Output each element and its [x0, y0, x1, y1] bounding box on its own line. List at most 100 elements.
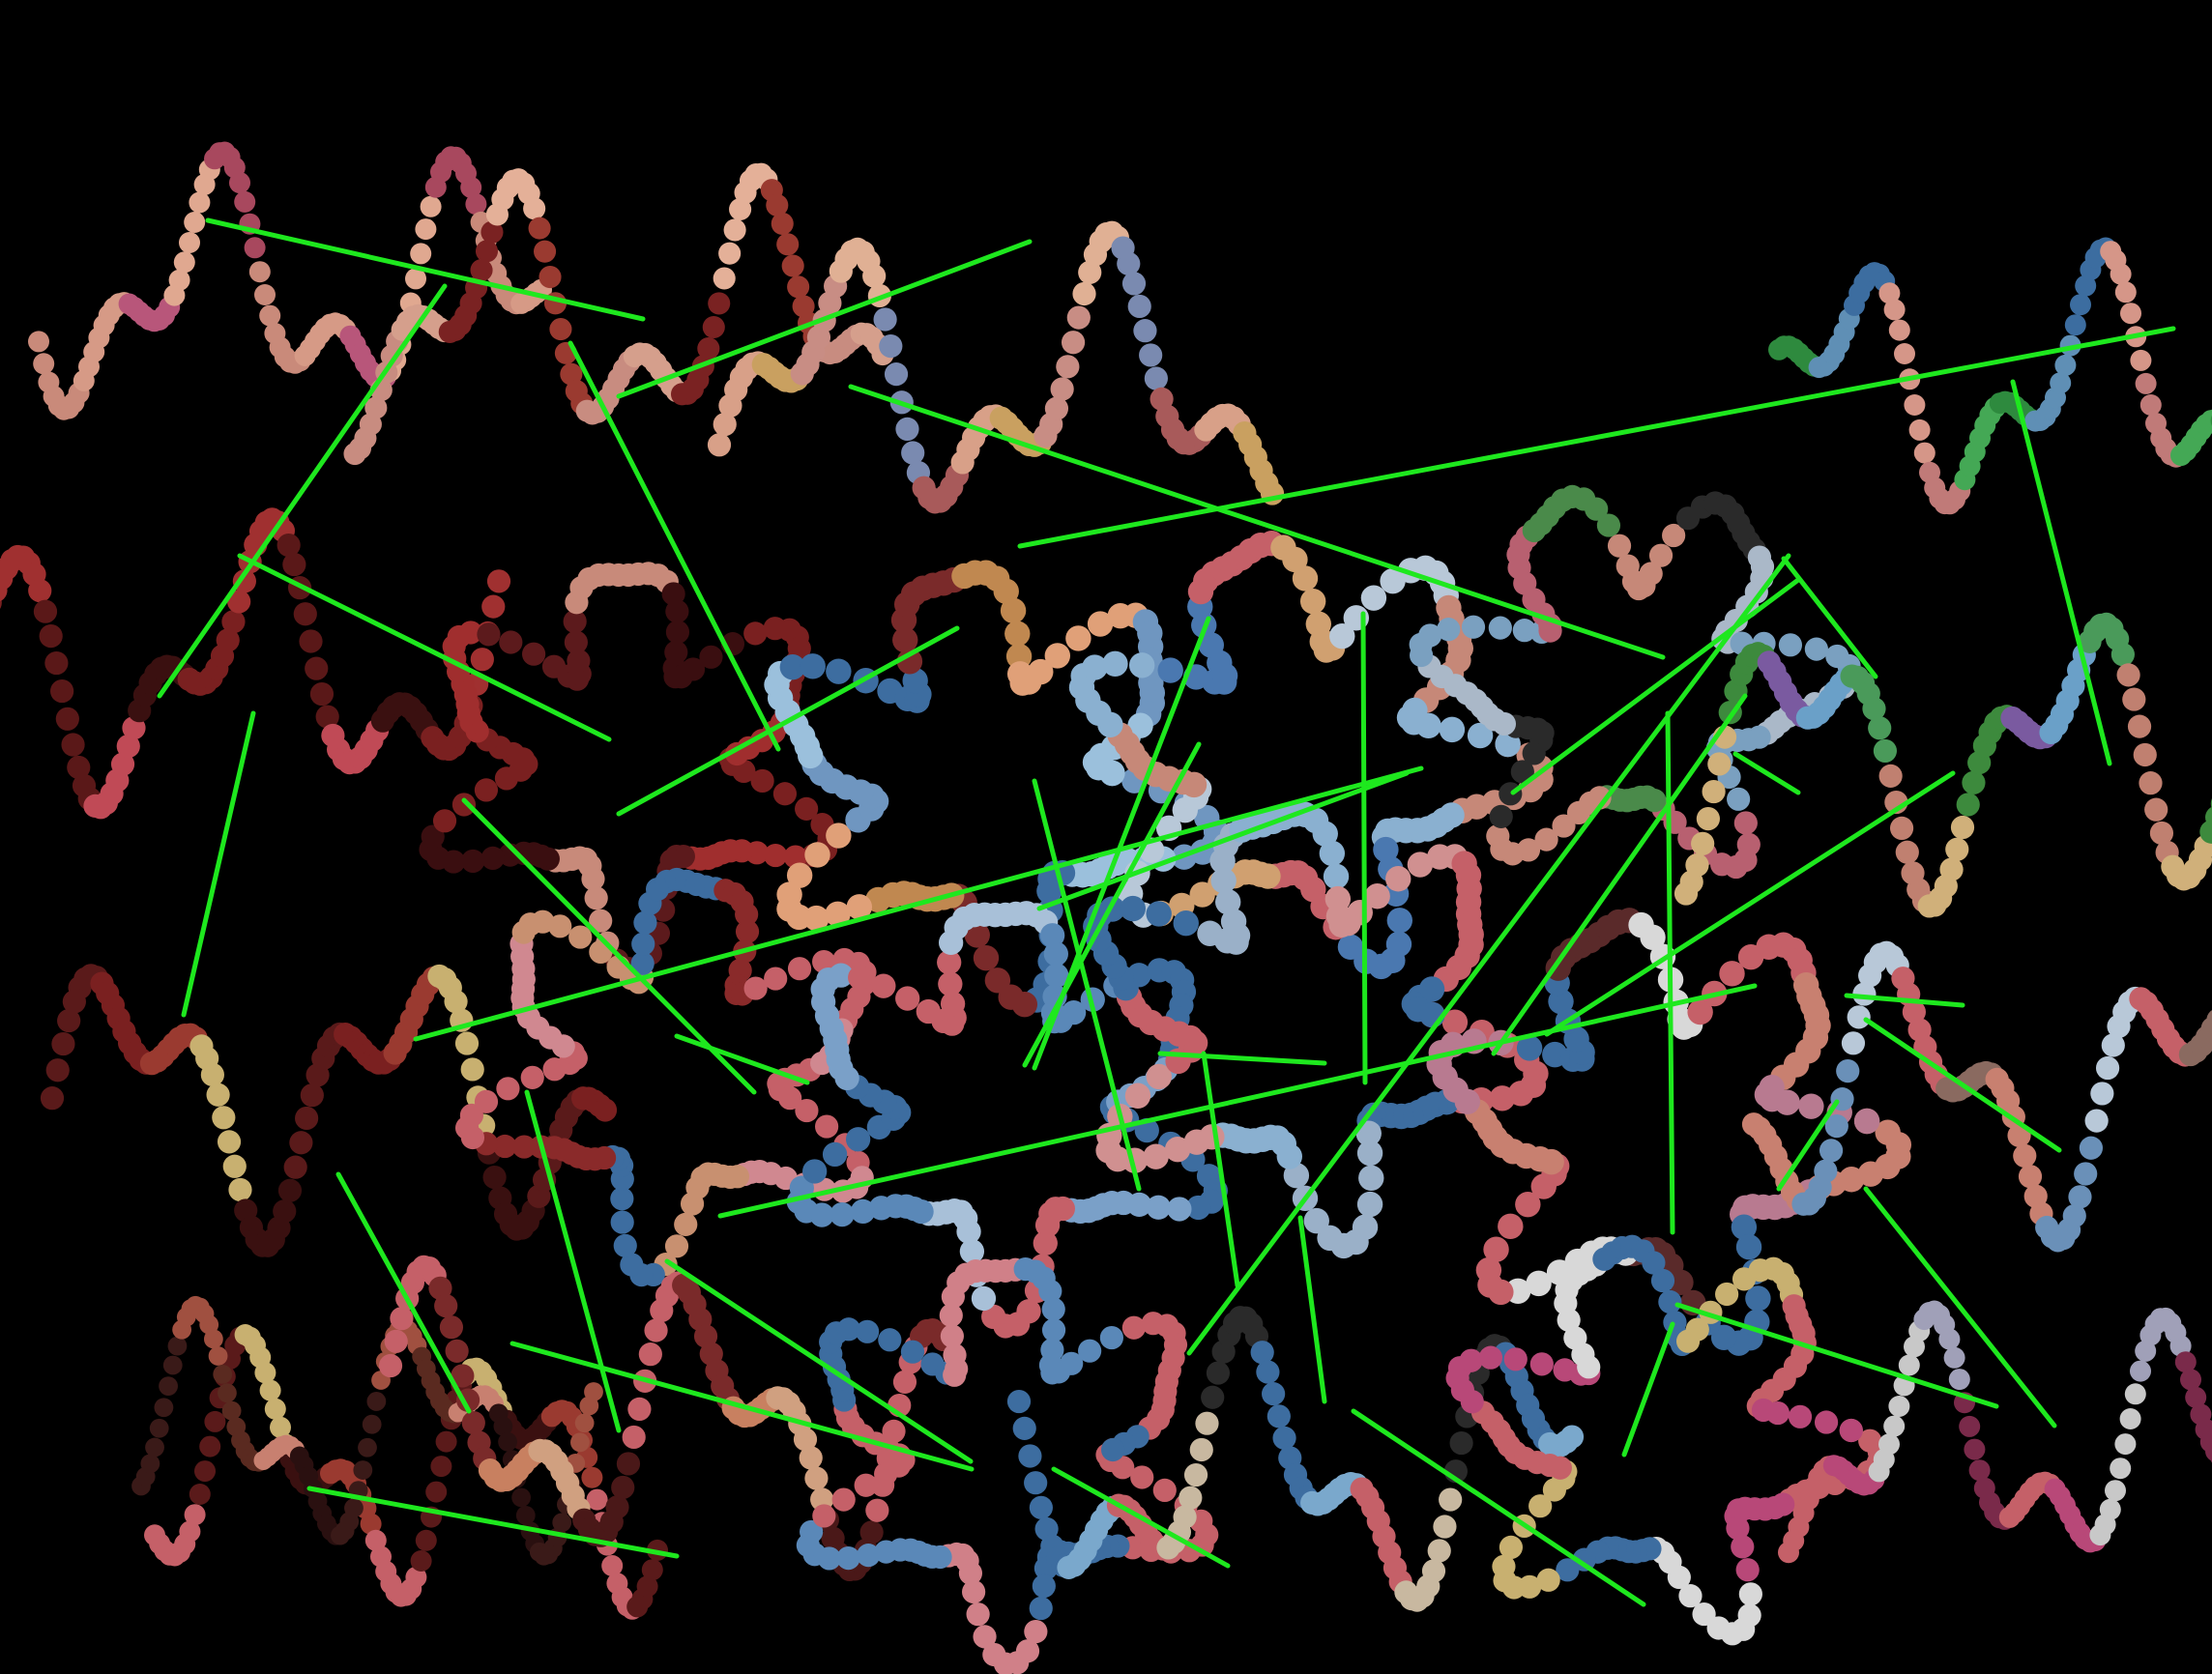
piece-dot [1117, 251, 1141, 275]
puzzle-piece-p23[interactable] [1778, 1300, 2212, 1564]
piece-dot [564, 630, 588, 654]
piece-dot [800, 1519, 824, 1544]
piece-dot [1566, 800, 1591, 825]
piece-dot [1678, 1584, 1703, 1608]
piece-dot [2180, 1369, 2201, 1391]
piece-dot [1111, 1456, 1135, 1480]
piece-dot [1819, 1139, 1844, 1163]
piece-dot [2070, 294, 2091, 316]
piece-dot [787, 275, 810, 299]
piece-dot [630, 951, 655, 975]
piece-dot [44, 650, 69, 676]
piece-dot [802, 1159, 828, 1184]
piece-dot [1778, 633, 1803, 657]
pieces-layer [0, 141, 2212, 1674]
piece-dot [622, 1425, 646, 1450]
piece-dot [1461, 615, 1486, 639]
piece-dot [1640, 924, 1666, 950]
piece-dot [878, 1328, 902, 1352]
piece-dot [836, 1317, 860, 1342]
piece-dot [300, 1083, 324, 1108]
piece-dot [1488, 616, 1512, 640]
piece-dot [638, 1342, 662, 1367]
piece-dot [1873, 738, 1898, 764]
piece-dot [892, 626, 918, 653]
piece-dot [786, 862, 813, 888]
piece-dot [1662, 523, 1686, 548]
piece-dot [208, 1346, 228, 1366]
piece-dot [465, 193, 487, 216]
piece-dot [567, 649, 591, 673]
piece-dot [1024, 1620, 1048, 1644]
link-line [1157, 1051, 1327, 1066]
puzzle-piece-p4[interactable] [1768, 237, 2212, 515]
piece-dot [1642, 1251, 1666, 1275]
puzzle-piece-p16[interactable] [1741, 940, 2212, 1253]
piece-dot [475, 240, 499, 263]
puzzle-piece-p14[interactable] [1083, 801, 1549, 1259]
piece-dot [1529, 1352, 1554, 1376]
piece-dot [862, 264, 887, 288]
piece-dot [882, 1419, 906, 1443]
piece-dot [1183, 1462, 1208, 1487]
piece-dot [1355, 1120, 1382, 1146]
piece-dot [776, 233, 800, 256]
piece-dot [1913, 442, 1936, 464]
piece-dot [1489, 1085, 1516, 1111]
piece-dot [1853, 1108, 1880, 1135]
piece-dot [1032, 1573, 1056, 1599]
piece-dot [1087, 611, 1114, 637]
link-line [1665, 710, 1675, 1235]
piece-dot [1563, 1326, 1587, 1350]
puzzle-piece-p10[interactable] [1674, 612, 2212, 918]
piece-dot [1082, 654, 1108, 680]
piece-dot [815, 1114, 839, 1139]
piece-dot [167, 1336, 188, 1356]
link-line [335, 1171, 472, 1414]
piece-dot [2074, 1162, 2098, 1186]
piece-dot [480, 220, 504, 244]
piece-dot [1943, 1346, 1965, 1369]
piece-dot [459, 1103, 484, 1128]
piece-dot [1857, 1161, 1884, 1187]
piece-dot [1029, 1596, 1053, 1621]
puzzle-piece-p3[interactable] [707, 220, 1285, 514]
piece-dot [40, 1086, 65, 1111]
piece-dot [2090, 1082, 2114, 1106]
piece-dot [1127, 294, 1151, 319]
piece-dot [895, 417, 919, 441]
piece-dot [2149, 821, 2174, 846]
piece-dot [259, 304, 281, 327]
piece-dot [1888, 1396, 1910, 1417]
piece-dot [879, 333, 903, 359]
piece-dot [289, 1131, 313, 1155]
link-line [664, 1258, 974, 1464]
piece-dot [1024, 1471, 1048, 1495]
piece-dot [1658, 1289, 1682, 1314]
piece-dot [1421, 1559, 1446, 1583]
piece-dot [1146, 1195, 1171, 1220]
piece-dot [2095, 1055, 2120, 1081]
piece-dot [1556, 1558, 1580, 1582]
puzzle-piece-p20[interactable] [796, 1257, 1219, 1674]
piece-dot [1102, 650, 1128, 678]
piece-dot [1738, 1582, 1762, 1606]
piece-dot [2139, 394, 2162, 416]
piece-dot [184, 1504, 206, 1526]
piece-dot [1173, 910, 1199, 937]
puzzle-piece-p2[interactable] [343, 162, 894, 466]
piece-dot [217, 1130, 242, 1154]
piece-dot [45, 1058, 70, 1082]
piece-dot [1607, 534, 1632, 558]
piece-dot [477, 622, 501, 647]
piece-dot [900, 1340, 925, 1364]
piece-dot [620, 1253, 644, 1277]
piece-dot [1337, 934, 1364, 960]
piece-dot [1139, 343, 1163, 367]
piece-dot [283, 1155, 307, 1179]
piece-dot [482, 1166, 507, 1190]
piece-dot [1572, 1547, 1596, 1572]
piece-dot [2110, 1458, 2132, 1480]
piece-dot [601, 1555, 624, 1576]
piece-dot [1056, 355, 1080, 379]
